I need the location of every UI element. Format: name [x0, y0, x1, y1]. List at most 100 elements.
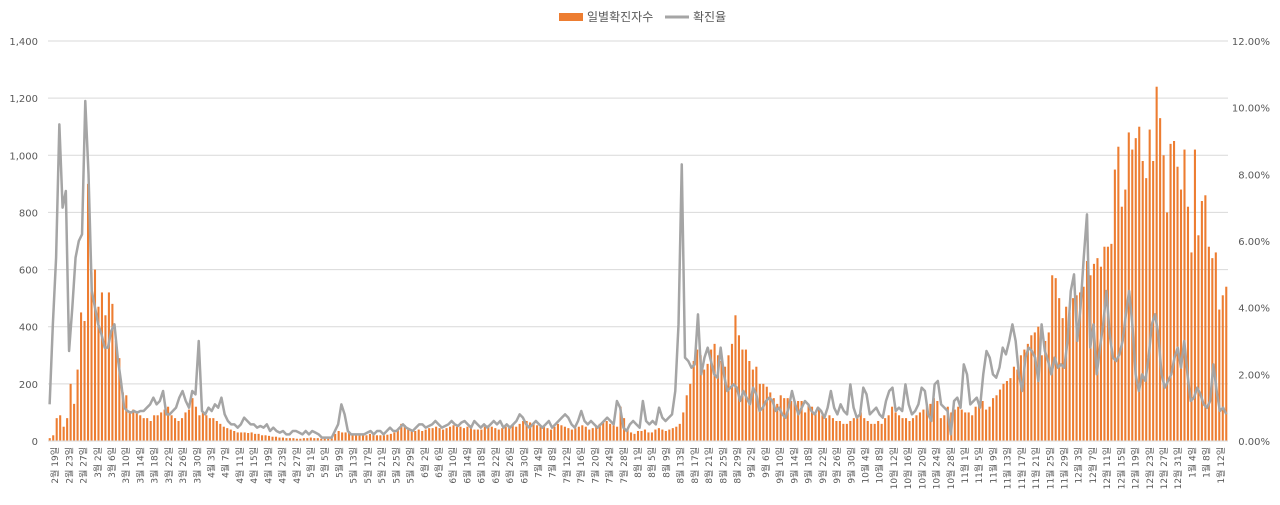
bar [250, 432, 253, 441]
bar [591, 428, 594, 441]
x-tick-label: 5월 29일 [405, 447, 417, 484]
bar [723, 366, 727, 441]
bar [288, 438, 291, 441]
y-axis-right: 0.00% 2.00% 4.00% 6.00% 8.00% 10.00% 12.00% [1232, 37, 1270, 448]
bar [901, 418, 904, 441]
bar [254, 433, 257, 441]
bar [1152, 161, 1155, 441]
bar [396, 429, 399, 441]
x-tick-label: 12월 3일 [1073, 447, 1085, 484]
bar [793, 401, 796, 441]
x-tick-label: 7월 16일 [575, 447, 587, 484]
x-tick-label: 2월 19일 [49, 447, 61, 484]
bar [1159, 118, 1162, 441]
bar [285, 438, 288, 441]
x-tick-label: 10월 8일 [874, 447, 886, 484]
x-tick-label: 3월 6일 [106, 447, 118, 478]
bar [316, 438, 319, 441]
bar [957, 406, 960, 441]
bar [734, 315, 737, 441]
bar [894, 412, 897, 441]
y-left-tick-label: 1,400 [9, 37, 38, 48]
bar [330, 438, 333, 441]
bar [1103, 246, 1106, 441]
bar [1138, 126, 1141, 442]
bar [194, 406, 197, 441]
bar [351, 433, 354, 441]
bar [804, 412, 807, 441]
bar [995, 395, 998, 441]
bar [313, 438, 316, 441]
bar [187, 409, 191, 441]
bar [1075, 295, 1078, 441]
bar [501, 428, 504, 441]
x-tick-label: 1월 4일 [1186, 447, 1198, 478]
x-tick-label: 8월 21일 [703, 447, 715, 484]
bar [758, 383, 761, 441]
bar [800, 401, 803, 441]
bar [1117, 146, 1120, 441]
bar [863, 418, 866, 441]
bar [66, 418, 69, 441]
bar [490, 426, 493, 441]
bar [776, 403, 779, 441]
bar [1037, 326, 1040, 441]
x-tick-label: 12월 23일 [1144, 447, 1156, 489]
bar [271, 436, 274, 441]
x-tick-label: 3월 30일 [191, 447, 203, 484]
bar [323, 438, 326, 441]
bar [180, 418, 184, 441]
bar [448, 426, 452, 441]
bar [946, 406, 949, 441]
bar [584, 426, 587, 441]
x-tick-label: 5월 21일 [376, 447, 388, 484]
bar [835, 421, 838, 441]
x-tick-label: 11월 17일 [1016, 447, 1028, 489]
bar [59, 415, 62, 441]
bar [730, 343, 734, 441]
bar [685, 395, 688, 441]
bar [1061, 318, 1064, 441]
bar [1026, 343, 1029, 441]
x-tick-label: 12월 31일 [1172, 447, 1184, 489]
bar [1012, 366, 1015, 441]
bar [400, 423, 403, 441]
bar [636, 431, 640, 441]
bar [633, 433, 636, 441]
bar [717, 355, 720, 441]
bar [511, 425, 514, 441]
bar [828, 415, 831, 441]
bar [1072, 298, 1075, 441]
x-tick-label: 2월 27일 [78, 447, 90, 484]
bar [153, 415, 156, 441]
bar [563, 426, 566, 441]
bar [139, 415, 142, 441]
x-tick-label: 4월 3일 [205, 447, 217, 478]
gridlines [48, 40, 1228, 442]
x-tick-label: 11월 9일 [987, 447, 999, 484]
bar [542, 426, 546, 441]
bar [76, 369, 79, 441]
y-left-tick-label: 600 [19, 266, 38, 277]
bar [341, 432, 344, 441]
line-series-positivity-rate [48, 99, 1228, 439]
x-tick-label: 12월 7일 [1087, 447, 1099, 484]
bar [1051, 275, 1054, 441]
bar [845, 423, 848, 441]
bar [567, 428, 570, 441]
x-tick-label: 4월 11일 [234, 447, 246, 484]
bar [48, 438, 51, 441]
bar [831, 418, 834, 441]
bar [1225, 286, 1228, 441]
bar [299, 438, 302, 441]
bar [629, 432, 633, 441]
bar [811, 406, 814, 441]
bar [918, 412, 921, 441]
bar [368, 433, 372, 441]
bar [692, 361, 695, 441]
bar [452, 425, 455, 441]
bar [466, 426, 469, 441]
bar [212, 418, 215, 441]
y-left-tick-label: 1,200 [9, 94, 38, 105]
